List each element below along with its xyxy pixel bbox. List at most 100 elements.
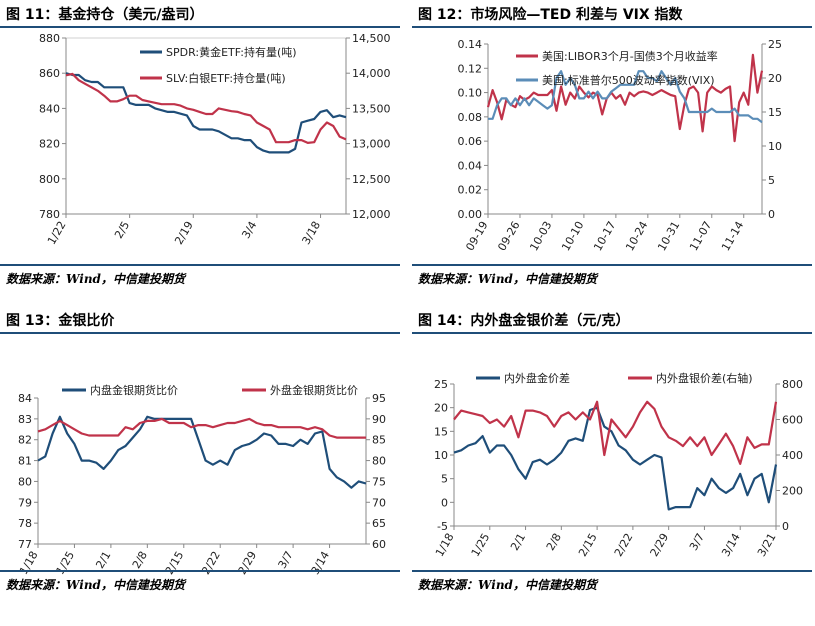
y-tick-label: -5: [437, 520, 448, 533]
x-tick-label: 2/15: [163, 549, 187, 577]
chart-gold-silver-holdings: 780 800 820 840 860 880 12,000 12,500 13,000 13,5…: [39, 32, 391, 247]
source-note: 数据来源：Wind，中信建投期货: [6, 272, 185, 286]
y2-tick-label: 13,500: [352, 102, 391, 115]
y-tick-label: 80: [18, 475, 32, 488]
y-tick-label: 820: [39, 138, 60, 151]
figure-title: 图 12：市场风险—TED 利差与 VIX 指数: [418, 7, 683, 23]
y-tick-label: 20: [434, 402, 448, 415]
y-tick-label: 10: [434, 449, 448, 462]
y2-tick-label: 0: [782, 520, 789, 533]
y2-tick-label: 0: [768, 208, 775, 221]
top-rule: [0, 26, 400, 28]
y-tick-label: 78: [18, 517, 32, 530]
y-tick-label: 840: [39, 102, 60, 115]
y-tick-label: 0.00: [458, 208, 483, 221]
x-tick-label: 3/7: [276, 549, 296, 571]
y2-tick-label: 600: [782, 414, 803, 427]
y2-tick-label: 85: [372, 434, 386, 447]
x-tick-label: 1/25: [469, 531, 493, 559]
x-tick-label: 2/19: [172, 219, 196, 247]
y-tick-label: 82: [18, 434, 32, 447]
y2-tick-label: 90: [372, 413, 386, 426]
x-tick-label: 3/14: [719, 531, 743, 559]
y-tick-label: 83: [18, 413, 32, 426]
y2-tick-label: 10: [768, 140, 782, 153]
y-tick-label: 780: [39, 208, 60, 221]
x-tick-label: 2/22: [612, 531, 636, 559]
source-note: 数据来源：Wind，中信建投期货: [418, 272, 597, 286]
y2-tick-label: 14,000: [352, 67, 391, 80]
x-tick-label: 10-17: [591, 219, 618, 253]
y-tick-label: 0.08: [458, 111, 483, 124]
chart-price-spread: -5 0 5 10 15 20 25 0 200 400 600 800 1/18 1/25 2/1 2/8 2…: [433, 371, 803, 559]
figure-title: 图 13：金银比价: [6, 313, 115, 329]
bottom-rule: [412, 264, 812, 266]
top-rule: [0, 332, 400, 334]
x-tick-label: 3/4: [239, 219, 259, 241]
x-tick-label: 10-24: [623, 219, 650, 253]
y-tick-label: 5: [441, 473, 448, 486]
x-tick-label: 2/1: [93, 549, 113, 571]
source-note: 数据来源：Wind，中信建投期货: [418, 578, 597, 592]
y2-tick-label: 65: [372, 517, 386, 530]
y-tick-label: 0.06: [458, 135, 483, 148]
y-tick-label: 0.02: [458, 184, 483, 197]
y-tick-label: 25: [434, 378, 448, 391]
bottom-rule: [412, 570, 812, 572]
y-tick-label: 0.12: [458, 62, 483, 75]
x-tick-label: 11-07: [687, 219, 714, 253]
y2-tick-label: 15: [768, 106, 782, 119]
x-tick-label: 1/22: [45, 219, 69, 247]
plot-area: [65, 37, 347, 215]
y2-tick-label: 70: [372, 496, 386, 509]
x-tick-label: 09-26: [495, 219, 522, 253]
y2-tick-label: 20: [768, 72, 782, 85]
x-tick-label: 2/8: [130, 549, 150, 571]
legend-label-2: SLV:白银ETF:持仓量(吨): [166, 71, 286, 85]
source-note: 数据来源：Wind，中信建投期货: [6, 578, 185, 592]
x-tick-label: 2/8: [544, 531, 564, 553]
y-tick-label: 0.14: [458, 38, 483, 51]
series-line-2: [453, 400, 778, 466]
legend-label-1: 内外盘金价差: [504, 371, 570, 385]
y-tick-label: 15: [434, 425, 448, 438]
y2-tick-label: 12,500: [352, 173, 391, 186]
x-tick-label: 2/29: [648, 531, 672, 559]
y2-tick-label: 80: [372, 455, 386, 468]
legend-label-1: 美国:LIBOR3个月-国债3个月收益率: [542, 49, 718, 63]
y2-tick-label: 25: [768, 38, 782, 51]
series-line-1: [486, 53, 764, 143]
y-tick-label: 860: [39, 67, 60, 80]
series-line-2: [488, 70, 763, 124]
series-line-1: [453, 406, 778, 511]
y-tick-label: 79: [18, 496, 32, 509]
x-tick-label: 1/18: [433, 531, 457, 559]
y2-tick-label: 13,000: [352, 138, 391, 151]
y2-tick-label: 75: [372, 475, 386, 488]
y-tick-label: 880: [39, 32, 60, 45]
series-line-2: [37, 417, 366, 439]
x-tick-label: 2/5: [112, 219, 132, 241]
chart-ted-vix: 0.00 0.02 0.04 0.06 0.08 0.10 0.12 0.14 0 5 10 15 20…: [458, 38, 783, 253]
x-tick-label: 10-10: [559, 219, 586, 253]
y2-tick-label: 60: [372, 538, 386, 551]
x-tick-label: 3/18: [300, 219, 324, 247]
y-tick-label: 0: [441, 496, 448, 509]
x-tick-label: 1/18: [17, 549, 41, 577]
bottom-rule: [0, 570, 400, 572]
chart-gold-silver-ratio: 77 78 79 80 81 82 83 84 60 65 70 75 80 85 90 95 1/18 1/25…: [17, 383, 386, 577]
y-tick-label: 800: [39, 173, 60, 186]
y-tick-label: 84: [18, 392, 32, 405]
legend-label-1: 内盘金银期货比价: [90, 383, 178, 397]
y2-tick-label: 400: [782, 449, 803, 462]
series-line-1: [37, 415, 367, 489]
legend-label-2: 内外盘银价差(右轴): [656, 371, 753, 385]
y-tick-label: 77: [18, 538, 32, 551]
y2-tick-label: 95: [372, 392, 386, 405]
x-tick-label: 3/7: [687, 531, 707, 553]
x-tick-label: 2/22: [199, 549, 223, 577]
y2-tick-label: 14,500: [352, 32, 391, 45]
x-tick-label: 10-03: [527, 219, 554, 253]
y2-tick-label: 800: [782, 378, 803, 391]
x-tick-label: 2/29: [236, 549, 260, 577]
